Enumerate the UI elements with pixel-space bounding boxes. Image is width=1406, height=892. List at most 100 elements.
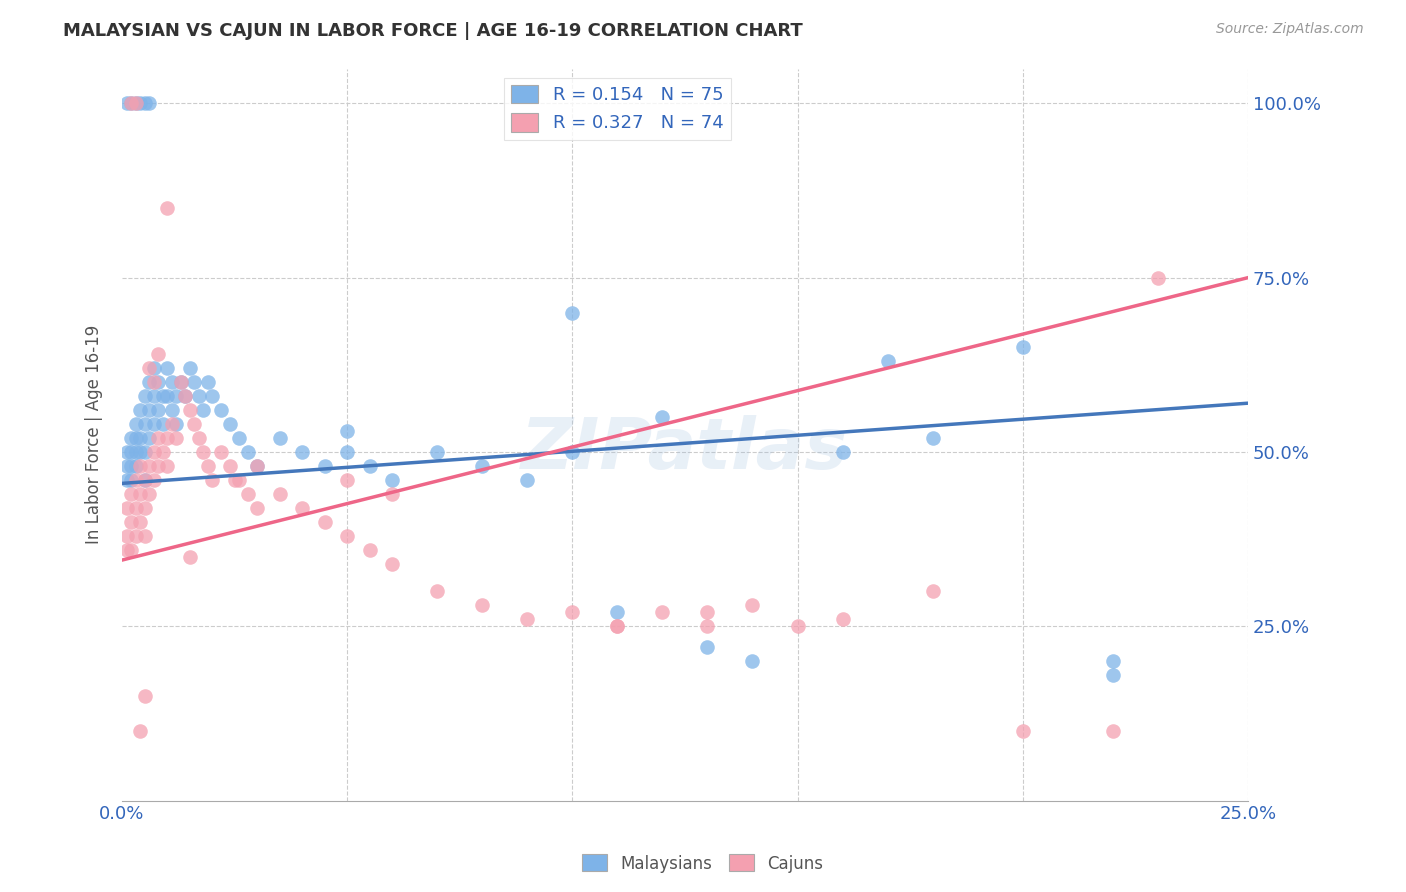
- Point: [606, 619, 628, 633]
- Point: [129, 723, 152, 738]
- Point: [124, 473, 146, 487]
- Point: [124, 529, 146, 543]
- Point: [561, 305, 583, 319]
- Point: [179, 361, 201, 376]
- Point: [169, 376, 191, 390]
- Point: [146, 376, 169, 390]
- Point: [146, 431, 169, 445]
- Point: [138, 487, 160, 501]
- Point: [129, 403, 152, 417]
- Point: [191, 403, 214, 417]
- Point: [1011, 340, 1033, 354]
- Point: [142, 361, 165, 376]
- Legend: R = 0.154   N = 75, R = 0.327   N = 74: R = 0.154 N = 75, R = 0.327 N = 74: [503, 78, 731, 140]
- Point: [187, 431, 209, 445]
- Point: [1101, 723, 1123, 738]
- Point: [471, 458, 494, 473]
- Legend: Malaysians, Cajuns: Malaysians, Cajuns: [575, 847, 831, 880]
- Point: [152, 389, 174, 403]
- Point: [209, 445, 232, 459]
- Point: [134, 500, 156, 515]
- Point: [651, 410, 673, 425]
- Point: [314, 515, 336, 529]
- Point: [120, 445, 142, 459]
- Point: [160, 403, 183, 417]
- Point: [146, 458, 169, 473]
- Point: [146, 347, 169, 361]
- Point: [129, 487, 152, 501]
- Point: [197, 458, 219, 473]
- Point: [138, 376, 160, 390]
- Point: [516, 612, 538, 626]
- Point: [314, 458, 336, 473]
- Point: [786, 619, 808, 633]
- Point: [741, 599, 763, 613]
- Point: [336, 445, 359, 459]
- Point: [138, 431, 160, 445]
- Point: [561, 606, 583, 620]
- Point: [124, 96, 146, 111]
- Point: [651, 606, 673, 620]
- Point: [1101, 668, 1123, 682]
- Point: [219, 417, 242, 431]
- Point: [120, 96, 142, 111]
- Point: [831, 612, 853, 626]
- Point: [336, 529, 359, 543]
- Point: [156, 389, 179, 403]
- Point: [696, 619, 718, 633]
- Point: [115, 500, 138, 515]
- Point: [224, 473, 246, 487]
- Point: [336, 473, 359, 487]
- Point: [236, 487, 259, 501]
- Text: Source: ZipAtlas.com: Source: ZipAtlas.com: [1216, 22, 1364, 37]
- Y-axis label: In Labor Force | Age 16-19: In Labor Force | Age 16-19: [86, 325, 103, 544]
- Point: [291, 500, 314, 515]
- Point: [696, 640, 718, 655]
- Point: [124, 417, 146, 431]
- Point: [129, 515, 152, 529]
- Point: [246, 500, 269, 515]
- Point: [381, 473, 404, 487]
- Point: [115, 529, 138, 543]
- Point: [115, 473, 138, 487]
- Point: [129, 431, 152, 445]
- Point: [183, 417, 205, 431]
- Point: [1011, 723, 1033, 738]
- Point: [115, 458, 138, 473]
- Point: [138, 361, 160, 376]
- Point: [696, 606, 718, 620]
- Point: [269, 487, 291, 501]
- Point: [381, 557, 404, 571]
- Point: [129, 458, 152, 473]
- Point: [129, 445, 152, 459]
- Point: [152, 445, 174, 459]
- Point: [741, 654, 763, 668]
- Point: [142, 445, 165, 459]
- Point: [179, 549, 201, 564]
- Point: [165, 417, 187, 431]
- Point: [120, 515, 142, 529]
- Point: [134, 473, 156, 487]
- Point: [426, 445, 449, 459]
- Text: ZIPatlas: ZIPatlas: [522, 415, 849, 483]
- Point: [115, 96, 138, 111]
- Point: [187, 389, 209, 403]
- Point: [156, 201, 179, 215]
- Point: [134, 445, 156, 459]
- Point: [359, 542, 381, 557]
- Point: [138, 403, 160, 417]
- Point: [134, 689, 156, 703]
- Point: [152, 417, 174, 431]
- Point: [228, 473, 250, 487]
- Point: [120, 473, 142, 487]
- Point: [129, 96, 152, 111]
- Point: [124, 500, 146, 515]
- Point: [471, 599, 494, 613]
- Point: [124, 458, 146, 473]
- Point: [831, 445, 853, 459]
- Point: [120, 431, 142, 445]
- Point: [124, 96, 146, 111]
- Point: [142, 473, 165, 487]
- Point: [201, 473, 224, 487]
- Text: MALAYSIAN VS CAJUN IN LABOR FORCE | AGE 16-19 CORRELATION CHART: MALAYSIAN VS CAJUN IN LABOR FORCE | AGE …: [63, 22, 803, 40]
